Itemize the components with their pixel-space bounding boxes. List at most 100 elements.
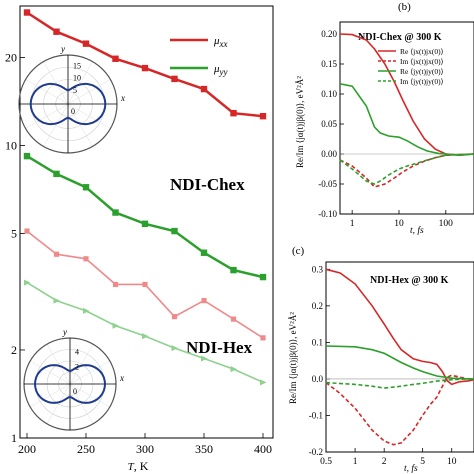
polar-grid-spoke bbox=[25, 79, 69, 105]
main-series-3-point-3 bbox=[112, 322, 119, 329]
panel-b-legend-label-2: Re ⟨jy(t)jy(0)⟩ bbox=[400, 67, 444, 76]
series-re-0 bbox=[325, 268, 474, 386]
panel-b-x-axis-label: t, fs bbox=[410, 225, 424, 236]
main-series-2-point-7 bbox=[230, 316, 237, 322]
main-series-2-point-2 bbox=[83, 256, 89, 262]
y-tick-label--0.10: -0.10 bbox=[318, 209, 337, 219]
polar-radial-tick-15: 15 bbox=[73, 61, 81, 70]
polar-y-axis-label: y bbox=[60, 44, 65, 54]
panel-c-y-axis-label: Re/Im ⟨jα(t)jβ(0)⟩, eV²Å² bbox=[288, 312, 298, 404]
y-tick-label--0.05: -0.05 bbox=[318, 179, 337, 189]
main-x-axis: 200 250 300 350 400 bbox=[18, 433, 272, 456]
polar-radial-tick-4: 4 bbox=[75, 347, 79, 356]
panel-c-x-axis-label: t, fs bbox=[404, 463, 418, 474]
main-plot-frame bbox=[19, 5, 274, 439]
main-y-tick-label-20: 20 bbox=[5, 50, 17, 64]
y-tick-label--0.1: -0.1 bbox=[309, 410, 323, 420]
panel-b-legend: Re ⟨jx(t)jx(0)⟩Im ⟨jx(t)jx(0)⟩Re ⟨jy(t)j… bbox=[378, 47, 444, 86]
polar-grid-spoke bbox=[46, 344, 71, 385]
main-y-tick-label-10: 10 bbox=[5, 139, 17, 153]
main-series-2-point-5 bbox=[171, 314, 178, 320]
main-series-3-point-7 bbox=[230, 366, 237, 373]
main-y-tick-label-1: 1 bbox=[11, 431, 17, 445]
x-tick-label-2: 2 bbox=[382, 457, 387, 467]
polar-grid-spoke bbox=[30, 360, 71, 385]
main-series-1-point-2 bbox=[82, 184, 90, 191]
panel-b-y-axis-label: Re/Im ⟨jα(t)jβ(0)⟩, eV²Å² bbox=[295, 76, 305, 168]
main-series-3-point-1 bbox=[53, 297, 60, 304]
main-x-tick-label-200: 200 bbox=[18, 442, 36, 456]
x-tick-label-1: 1 bbox=[353, 457, 358, 467]
panel-c-x-axis: 0.5 1 2 5 10 bbox=[320, 448, 457, 467]
main-series bbox=[23, 9, 267, 386]
panel-b-y-axis: 0.20 0.15 0.10 0.05 0.00 -0.05 -0.10 bbox=[318, 29, 474, 219]
main-series-3-point-4 bbox=[142, 333, 149, 340]
polar-inset-chex: 5 10 15 0 y x bbox=[18, 44, 125, 154]
y-tick-label--0.2: -0.2 bbox=[309, 447, 323, 457]
x-tick-label-10: 10 bbox=[394, 219, 404, 229]
panel-c-y-axis: 0.3 0.2 0.1 0.0 -0.1 -0.2 bbox=[309, 264, 474, 457]
polar-grid-spoke bbox=[25, 103, 69, 129]
y-tick-label-0.0: 0.0 bbox=[312, 374, 324, 384]
x-tick-label-10: 10 bbox=[447, 457, 457, 467]
main-series-2-point-0 bbox=[24, 228, 30, 234]
main-series-2-point-1 bbox=[53, 251, 60, 257]
main-y-tick-label-5: 5 bbox=[11, 227, 17, 241]
polar-grid-spoke bbox=[69, 383, 110, 408]
main-series-1-point-3 bbox=[112, 209, 119, 216]
series-im-1 bbox=[339, 153, 474, 188]
y-tick-label-0.00: 0.00 bbox=[321, 149, 337, 159]
polar-grid-spoke bbox=[67, 103, 93, 147]
main-series-0-point-8 bbox=[259, 112, 267, 120]
polar-grid-spoke bbox=[67, 61, 93, 105]
label-ndi-hex: NDI-Hex bbox=[186, 338, 253, 357]
main-series-0-point-2 bbox=[82, 40, 90, 47]
main-series-3-point-8 bbox=[260, 379, 267, 386]
polar-grid-spoke bbox=[69, 344, 94, 385]
main-y-tick-label-2: 2 bbox=[11, 343, 17, 357]
main-series-0-point-3 bbox=[112, 55, 119, 62]
main-legend: μxx μyy bbox=[170, 35, 228, 77]
main-x-tick-label-350: 350 bbox=[195, 442, 213, 456]
main-series-3-point-2 bbox=[83, 307, 90, 314]
main-series-1-point-0 bbox=[23, 152, 31, 160]
x-tick-label-1: 1 bbox=[350, 219, 355, 229]
main-series-1-point-1 bbox=[53, 170, 60, 178]
panel-b-frame bbox=[339, 21, 474, 215]
polar-radial-tick-10: 10 bbox=[73, 74, 81, 83]
main-series-0-point-7 bbox=[230, 109, 237, 117]
polar-radial-tick-2: 2 bbox=[75, 363, 79, 372]
y-tick-label-0.2: 0.2 bbox=[312, 301, 323, 311]
y-tick-label-0.05: 0.05 bbox=[321, 119, 337, 129]
y-tick-label-0.20: 0.20 bbox=[321, 29, 337, 39]
polar-grid-spoke bbox=[43, 61, 69, 105]
polar-x-axis-label: x bbox=[119, 373, 124, 383]
main-series-1-point-6 bbox=[200, 249, 208, 256]
panel-b-legend-label-0: Re ⟨jx(t)jx(0)⟩ bbox=[400, 47, 444, 56]
main-series-1-point-8 bbox=[259, 273, 267, 281]
main-series-2-point-8 bbox=[260, 335, 266, 341]
polar-origin-label: 0 bbox=[71, 107, 75, 116]
polar-inset-hex: 2 4 0 y x bbox=[23, 327, 124, 431]
series-im-3 bbox=[325, 378, 474, 389]
polar-grid-spoke bbox=[30, 383, 71, 408]
panel-c-series bbox=[325, 268, 474, 446]
series-im-3 bbox=[339, 153, 474, 185]
y-tick-label-0.3: 0.3 bbox=[312, 264, 324, 274]
y-tick-label-0.15: 0.15 bbox=[321, 59, 337, 69]
main-series-3-point-0 bbox=[24, 279, 31, 286]
panel-b-label: (b) bbox=[398, 1, 411, 13]
main-series-0-point-5 bbox=[171, 75, 178, 83]
main-x-tick-label-250: 250 bbox=[77, 442, 95, 456]
polar-mobility-curve bbox=[29, 82, 107, 126]
x-tick-label-5: 5 bbox=[420, 457, 425, 467]
main-x-axis-label: T, K bbox=[128, 459, 149, 473]
polar-grid-spoke bbox=[43, 103, 69, 147]
y-tick-label-0.1: 0.1 bbox=[312, 337, 323, 347]
polar-origin-label: 0 bbox=[73, 387, 77, 396]
main-series-1-point-5 bbox=[171, 227, 178, 235]
main-x-tick-label-400: 400 bbox=[254, 442, 272, 456]
main-series-2-point-4 bbox=[142, 281, 148, 288]
panel-b-legend-label-3: Im ⟨jy(t)jy(0)⟩ bbox=[400, 77, 444, 86]
